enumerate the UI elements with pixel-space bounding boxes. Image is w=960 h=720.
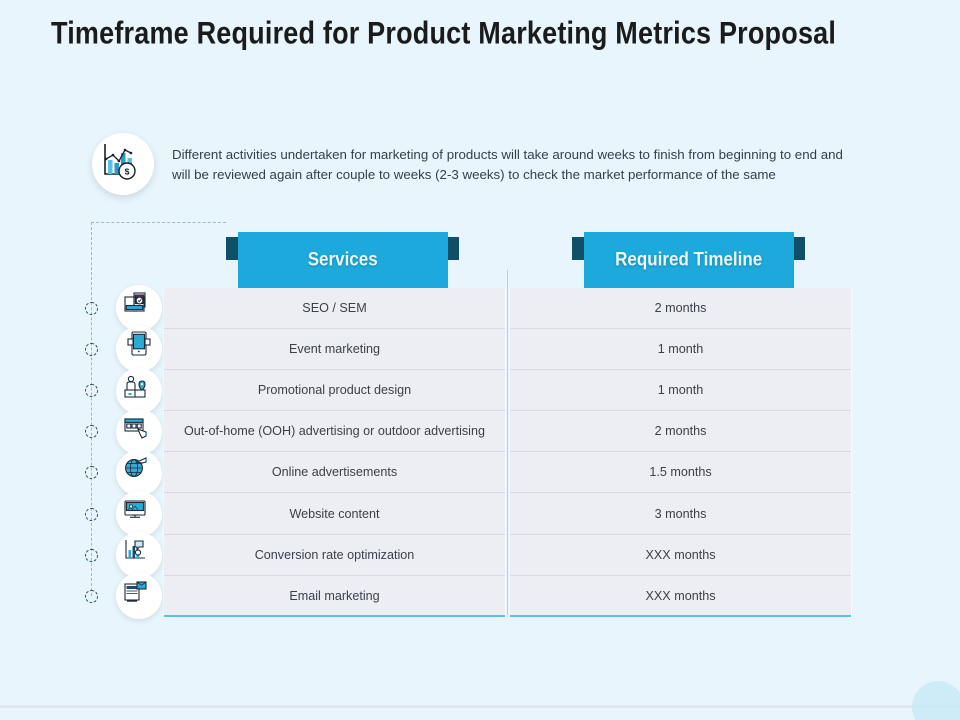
svg-text:$: $ <box>125 167 130 177</box>
